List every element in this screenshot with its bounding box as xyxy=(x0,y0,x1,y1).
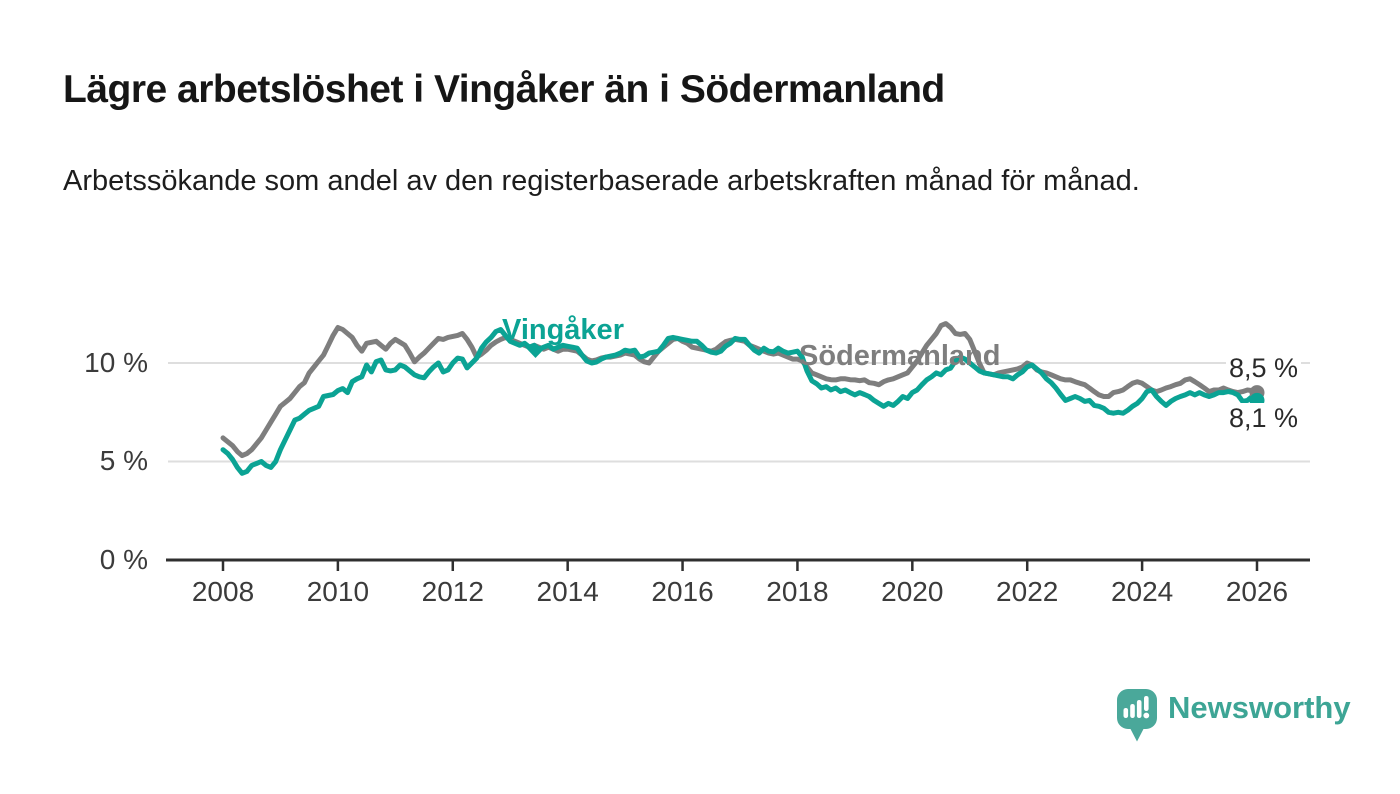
x-tick-label: 2012 xyxy=(421,576,484,607)
x-tick-label: 2014 xyxy=(536,576,599,607)
y-tick-label-0: 0 % xyxy=(99,544,148,575)
y-gridlines xyxy=(168,362,1310,463)
x-tick-label: 2008 xyxy=(191,576,255,607)
x-tick-label: 2020 xyxy=(881,576,944,607)
sodermanland-line xyxy=(220,321,1260,459)
x-ticks xyxy=(221,560,1259,571)
chart-subtitle: Arbetssökande som andel av den registerb… xyxy=(63,165,1140,197)
x-tick-label: 2010 xyxy=(306,576,370,607)
x-tick-label: 2018 xyxy=(766,576,829,607)
newsworthy-logo-text: Newsworthy xyxy=(1168,690,1351,725)
sodermanland-series-label: Södermanland xyxy=(799,340,1001,372)
x-tick-label: 2016 xyxy=(651,576,714,607)
newsworthy-logo-icon xyxy=(1117,689,1157,742)
vingaker-marker-triangle xyxy=(525,347,546,358)
y-tick-label-5: 5 % xyxy=(99,445,148,476)
vingaker-line xyxy=(220,327,1260,476)
vingaker-series-label: Vingåker xyxy=(502,314,624,346)
sodermanland-end-value: 8,5 % xyxy=(1226,353,1302,384)
x-tick-label: 2026 xyxy=(1225,576,1289,607)
chart-title: Lägre arbetslöshet i Vingåker än i Söder… xyxy=(63,68,945,111)
vingaker-end-value: 8,1 % xyxy=(1226,403,1302,434)
x-tick-label: 2024 xyxy=(1110,576,1174,607)
x-tick-label: 2022 xyxy=(996,576,1059,607)
y-tick-label-10: 10 % xyxy=(84,347,148,378)
logo-bars-icon xyxy=(1123,696,1150,719)
newsworthy-logo: Newsworthy xyxy=(1117,688,1351,744)
